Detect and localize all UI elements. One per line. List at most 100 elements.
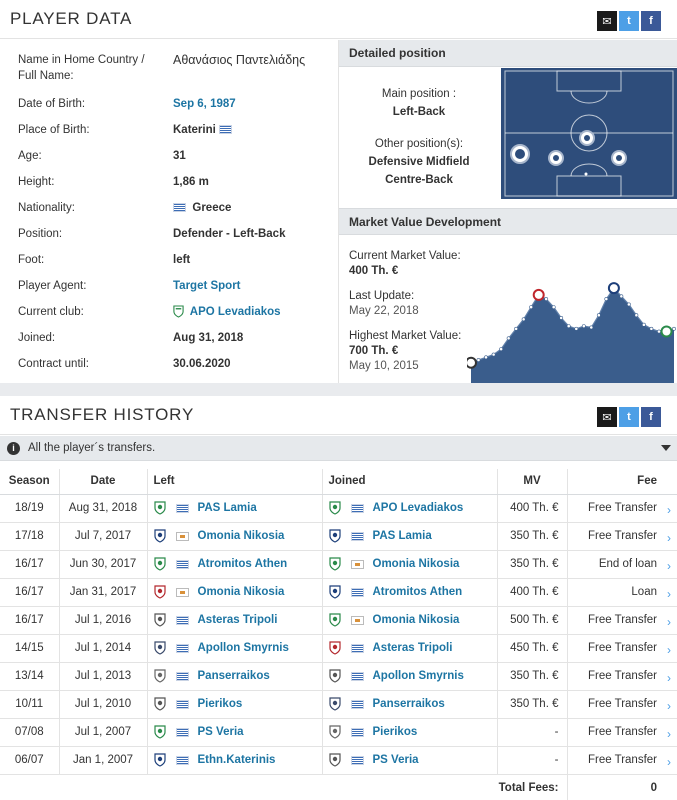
season-cell: 06/07 (0, 746, 60, 775)
fee-link[interactable]: Loan (631, 586, 657, 598)
chevron-right-icon[interactable]: › (667, 586, 671, 601)
date-cell: Jul 1, 2007 (59, 718, 148, 747)
left-club-link[interactable]: PAS Lamia (197, 502, 257, 515)
fee-link[interactable]: Free Transfer (587, 642, 657, 654)
fee-link[interactable]: Free Transfer (587, 726, 657, 738)
fee-cell[interactable]: Free Transfer › (567, 522, 677, 551)
chevron-right-icon[interactable]: › (667, 614, 671, 629)
chevron-right-icon[interactable]: › (667, 726, 671, 741)
joined-club-cell: Pierikos (322, 718, 498, 747)
position-and-market-value: Detailed position Main position : Left-B… (338, 40, 677, 383)
market-value-chart[interactable] (467, 272, 677, 383)
fee-link[interactable]: Free Transfer (587, 698, 657, 710)
transfers-filter-banner[interactable]: i All the player´s transfers. (0, 436, 677, 461)
info-label: Date of Birth: (18, 98, 86, 110)
main-position-value: Left-Back (392, 106, 446, 118)
mv-cell: 400 Th. € (497, 578, 568, 607)
twitter-share-icon[interactable]: t (619, 11, 639, 31)
share-buttons: ✉ t f (597, 407, 661, 427)
current-mv-value: 400 Th. € (349, 265, 399, 277)
player-data-panel: PLAYER DATA ✉ t f Name in Home Country /… (0, 0, 677, 383)
current-club-link[interactable]: APO Levadiakos (189, 306, 281, 318)
fee-cell[interactable]: Free Transfer › (567, 494, 677, 523)
left-club-link[interactable]: Omonia Nikosia (197, 586, 285, 599)
facebook-share-icon[interactable]: f (641, 407, 661, 427)
fee-cell[interactable]: Free Transfer › (567, 662, 677, 691)
detailed-position-header: Detailed position (339, 40, 677, 67)
joined-club-link[interactable]: Asteras Tripoli (372, 642, 453, 655)
info-value: 1,86 m (173, 176, 209, 188)
left-club-link[interactable]: Asteras Tripoli (197, 614, 278, 627)
other-position-label: Other position(s): (374, 138, 464, 150)
fee-link[interactable]: Free Transfer (587, 614, 657, 626)
dob-link[interactable]: Sep 6, 1987 (173, 98, 236, 110)
joined-club-link[interactable]: PAS Lamia (372, 530, 432, 543)
agent-link[interactable]: Target Sport (173, 280, 241, 292)
chevron-right-icon[interactable]: › (667, 642, 671, 657)
chevron-right-icon[interactable]: › (667, 530, 671, 545)
left-club-cell: Omonia Nikosia (147, 522, 323, 551)
joined-club-link[interactable]: Atromitos Athen (372, 586, 463, 599)
twitter-share-icon[interactable]: t (619, 407, 639, 427)
chevron-right-icon[interactable]: › (667, 670, 671, 685)
left-club-link[interactable]: Omonia Nikosia (197, 530, 285, 543)
fee-link[interactable]: End of loan (598, 558, 657, 570)
country-flag-icon (350, 559, 364, 569)
total-fees-row: Total Fees: 0 (0, 774, 677, 800)
left-club-link[interactable]: Ethn.Katerinis (197, 754, 276, 767)
fee-link[interactable]: Free Transfer (587, 502, 657, 514)
joined-club-link[interactable]: Panserraikos (372, 698, 445, 711)
fee-cell[interactable]: Free Transfer › (567, 606, 677, 635)
total-fees-label: Total Fees: (0, 774, 568, 800)
info-label: Position: (18, 228, 63, 240)
chevron-right-icon[interactable]: › (667, 558, 671, 573)
fee-link[interactable]: Free Transfer (587, 530, 657, 542)
chevron-down-icon[interactable] (661, 445, 671, 451)
mv-cell: 350 Th. € (497, 690, 568, 719)
joined-club-link[interactable]: Pierikos (372, 726, 418, 739)
email-share-icon[interactable]: ✉ (597, 407, 617, 427)
season-cell: 10/11 (0, 690, 60, 719)
joined-club-link[interactable]: PS Veria (372, 754, 419, 767)
season-cell: 13/14 (0, 662, 60, 691)
fee-cell[interactable]: Free Transfer › (567, 634, 677, 663)
chevron-right-icon[interactable]: › (667, 754, 671, 769)
fee-link[interactable]: Free Transfer (587, 754, 657, 766)
facebook-share-icon[interactable]: f (641, 11, 661, 31)
club-crest-marker-icon (660, 325, 673, 338)
chevron-right-icon[interactable]: › (667, 502, 671, 517)
country-flag-icon (175, 643, 189, 653)
left-club-link[interactable]: PS Veria (197, 726, 244, 739)
fee-cell[interactable]: End of loan › (567, 550, 677, 579)
joined-club-cell: Asteras Tripoli (322, 634, 498, 663)
joined-club-cell: APO Levadiakos (322, 494, 498, 523)
table-row: 07/08 Jul 1, 2007 PS Veria Pierikos - Free Tr… (0, 718, 677, 747)
left-club-cell: Atromitos Athen (147, 550, 323, 579)
country-flag-icon (350, 531, 364, 541)
left-club-link[interactable]: Atromitos Athen (197, 558, 288, 571)
fee-cell[interactable]: Free Transfer › (567, 718, 677, 747)
fee-link[interactable]: Free Transfer (587, 670, 657, 682)
fee-cell[interactable]: Free Transfer › (567, 690, 677, 719)
market-value-point (619, 294, 624, 299)
mv-cell: - (497, 718, 568, 747)
joined-club-link[interactable]: Omonia Nikosia (372, 558, 460, 571)
date-cell: Jul 1, 2013 (59, 662, 148, 691)
joined-club-link[interactable]: Apollon Smyrnis (372, 670, 464, 683)
email-share-icon[interactable]: ✉ (597, 11, 617, 31)
date-cell: Aug 31, 2018 (59, 494, 148, 523)
club-crest-icon (173, 305, 184, 319)
left-club-link[interactable]: Panserraikos (197, 670, 270, 683)
joined-club-link[interactable]: APO Levadiakos (372, 502, 464, 515)
market-value-area (471, 288, 674, 383)
chevron-right-icon[interactable]: › (667, 698, 671, 713)
country-flag-icon (175, 699, 189, 709)
joined-club-link[interactable]: Omonia Nikosia (372, 614, 460, 627)
left-club-link[interactable]: Apollon Smyrnis (197, 642, 289, 655)
fee-cell[interactable]: Loan › (567, 578, 677, 607)
fee-cell[interactable]: Free Transfer › (567, 746, 677, 775)
info-value-wrap: APO Levadiakos (173, 304, 333, 320)
club-crest-icon (328, 501, 341, 515)
share-buttons: ✉ t f (597, 11, 661, 31)
left-club-link[interactable]: Pierikos (197, 698, 243, 711)
